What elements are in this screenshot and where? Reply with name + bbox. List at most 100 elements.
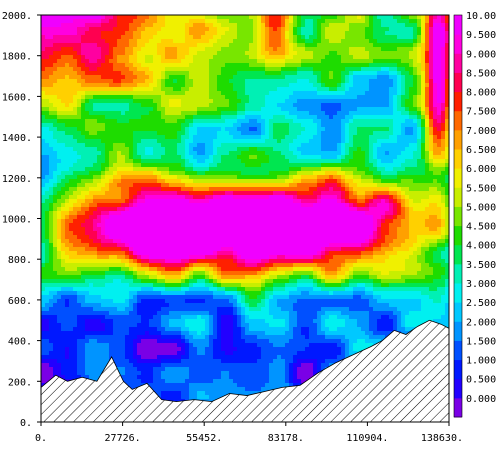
field-cell bbox=[153, 307, 157, 311]
field-cell bbox=[101, 67, 105, 71]
field-cell bbox=[41, 175, 45, 179]
field-cell bbox=[73, 227, 77, 231]
field-cell bbox=[137, 151, 141, 155]
field-cell bbox=[101, 355, 105, 359]
field-cell bbox=[221, 375, 225, 379]
field-cell bbox=[153, 47, 157, 51]
field-cell bbox=[217, 99, 221, 103]
field-cell bbox=[225, 67, 229, 71]
field-cell bbox=[197, 187, 201, 191]
field-cell bbox=[141, 119, 145, 123]
field-cell bbox=[85, 151, 89, 155]
field-cell bbox=[137, 23, 141, 27]
field-cell bbox=[113, 315, 117, 319]
field-cell bbox=[181, 15, 185, 19]
field-cell bbox=[129, 67, 133, 71]
field-cell bbox=[217, 59, 221, 63]
field-cell bbox=[153, 123, 157, 127]
field-cell bbox=[129, 347, 133, 351]
field-cell bbox=[125, 195, 129, 199]
field-cell bbox=[217, 191, 221, 195]
field-cell bbox=[233, 283, 237, 287]
field-cell bbox=[41, 43, 45, 47]
field-cell bbox=[169, 279, 173, 283]
field-cell bbox=[153, 15, 157, 19]
field-cell bbox=[181, 311, 185, 315]
field-cell bbox=[137, 31, 141, 35]
field-cell bbox=[161, 71, 165, 75]
field-cell bbox=[161, 119, 165, 123]
field-cell bbox=[141, 247, 145, 251]
field-cell bbox=[133, 147, 137, 151]
field-cell bbox=[153, 219, 157, 223]
field-cell bbox=[141, 343, 145, 347]
field-cell bbox=[41, 155, 45, 159]
field-cell bbox=[109, 211, 113, 215]
field-cell bbox=[145, 39, 149, 43]
field-cell bbox=[197, 15, 201, 19]
field-cell bbox=[125, 371, 129, 375]
field-cell bbox=[85, 51, 89, 55]
field-cell bbox=[197, 251, 201, 255]
field-cell bbox=[213, 387, 217, 391]
field-cell bbox=[185, 383, 189, 387]
field-cell bbox=[205, 67, 209, 71]
field-cell bbox=[181, 355, 185, 359]
field-cell bbox=[45, 119, 49, 123]
field-cell bbox=[209, 375, 213, 379]
field-cell bbox=[217, 251, 221, 255]
field-cell bbox=[233, 367, 237, 371]
field-cell bbox=[65, 263, 69, 267]
field-cell bbox=[45, 355, 49, 359]
field-cell bbox=[221, 91, 225, 95]
field-cell bbox=[61, 367, 65, 371]
field-cell bbox=[137, 123, 141, 127]
field-cell bbox=[197, 43, 201, 47]
field-cell bbox=[173, 167, 177, 171]
field-cell bbox=[173, 383, 177, 387]
field-cell bbox=[165, 267, 169, 271]
field-cell bbox=[137, 259, 141, 263]
field-cell bbox=[205, 119, 209, 123]
field-cell bbox=[185, 367, 189, 371]
field-cell bbox=[105, 195, 109, 199]
field-cell bbox=[229, 307, 233, 311]
field-cell bbox=[89, 167, 93, 171]
field-cell bbox=[77, 47, 81, 51]
field-cell bbox=[89, 143, 93, 147]
field-cell bbox=[125, 27, 129, 31]
field-cell bbox=[177, 227, 181, 231]
field-cell bbox=[149, 239, 153, 243]
field-cell bbox=[201, 367, 205, 371]
field-cell bbox=[125, 375, 129, 379]
field-cell bbox=[149, 267, 153, 271]
field-cell bbox=[165, 19, 169, 23]
field-cell bbox=[181, 131, 185, 135]
field-cell bbox=[77, 79, 81, 83]
field-cell bbox=[141, 159, 145, 163]
field-cell bbox=[97, 47, 101, 51]
field-cell bbox=[221, 391, 225, 395]
field-cell bbox=[201, 347, 205, 351]
field-cell bbox=[77, 363, 81, 367]
field-cell bbox=[149, 299, 153, 303]
field-cell bbox=[221, 151, 225, 155]
field-cell bbox=[173, 395, 177, 399]
field-cell bbox=[53, 367, 57, 371]
field-cell bbox=[49, 211, 53, 215]
field-cell bbox=[45, 83, 49, 87]
field-cell bbox=[161, 75, 165, 79]
field-cell bbox=[161, 371, 165, 375]
field-cell bbox=[129, 31, 133, 35]
field-cell bbox=[201, 155, 205, 159]
field-cell bbox=[181, 71, 185, 75]
field-cell bbox=[77, 35, 81, 39]
field-cell bbox=[121, 315, 125, 319]
field-cell bbox=[101, 135, 105, 139]
field-cell bbox=[173, 239, 177, 243]
field-cell bbox=[165, 115, 169, 119]
field-cell bbox=[137, 251, 141, 255]
field-cell bbox=[157, 331, 161, 335]
field-cell bbox=[233, 83, 237, 87]
field-cell bbox=[169, 95, 173, 99]
